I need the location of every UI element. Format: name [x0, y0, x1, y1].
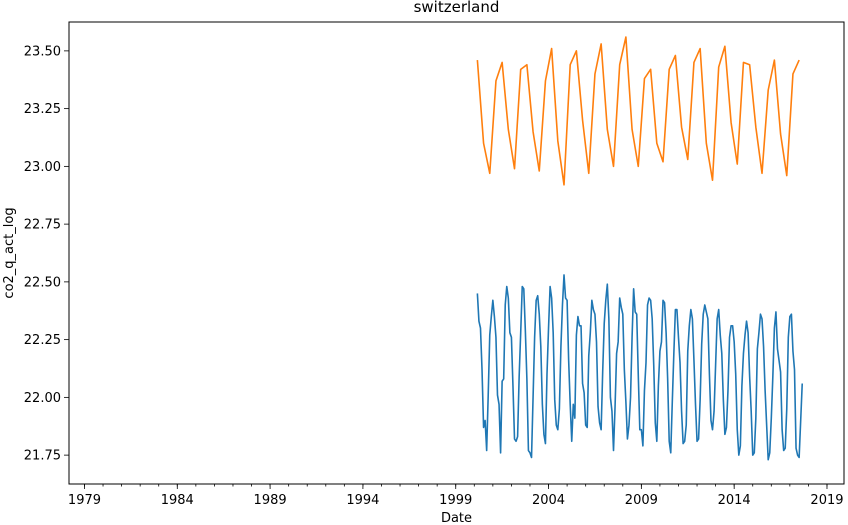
- x-tick-label: 1999: [439, 493, 472, 508]
- x-tick-label: 1984: [161, 493, 194, 508]
- y-tick-label: 23.25: [24, 102, 61, 117]
- chart-title: switzerland: [414, 0, 500, 16]
- x-axis-title: Date: [441, 511, 472, 525]
- y-tick-label: 21.75: [24, 449, 61, 464]
- y-axis: 21.75 22.00 22.25 22.50 22.75 23.00 23.25 23.50: [24, 44, 69, 464]
- series-line-1: [476, 274, 804, 461]
- y-tick-label: 22.75: [24, 218, 61, 233]
- y-tick-label: 22.00: [24, 391, 61, 406]
- y-tick-label: 23.00: [24, 160, 61, 175]
- y-tick-label: 22.25: [24, 333, 61, 348]
- x-axis: 1979 1984 1989 1994 1999 2004 2009 2014 2019: [68, 484, 844, 508]
- plot-lines: [476, 36, 804, 461]
- x-tick-label: 2014: [718, 493, 751, 508]
- plot-area-frame: [68, 21, 845, 485]
- x-tick-label: 1989: [254, 493, 287, 508]
- y-axis-title: co2_q_act_log: [2, 207, 17, 298]
- x-tick-label: 1994: [346, 493, 379, 508]
- x-tick-label: 2019: [810, 493, 843, 508]
- x-tick-label: 2009: [625, 493, 658, 508]
- y-tick-label: 22.50: [24, 275, 61, 290]
- series-line-2: [476, 36, 800, 186]
- x-tick-label: 2004: [532, 493, 565, 508]
- x-tick-label: 1979: [68, 493, 101, 508]
- y-tick-label: 23.50: [24, 44, 61, 59]
